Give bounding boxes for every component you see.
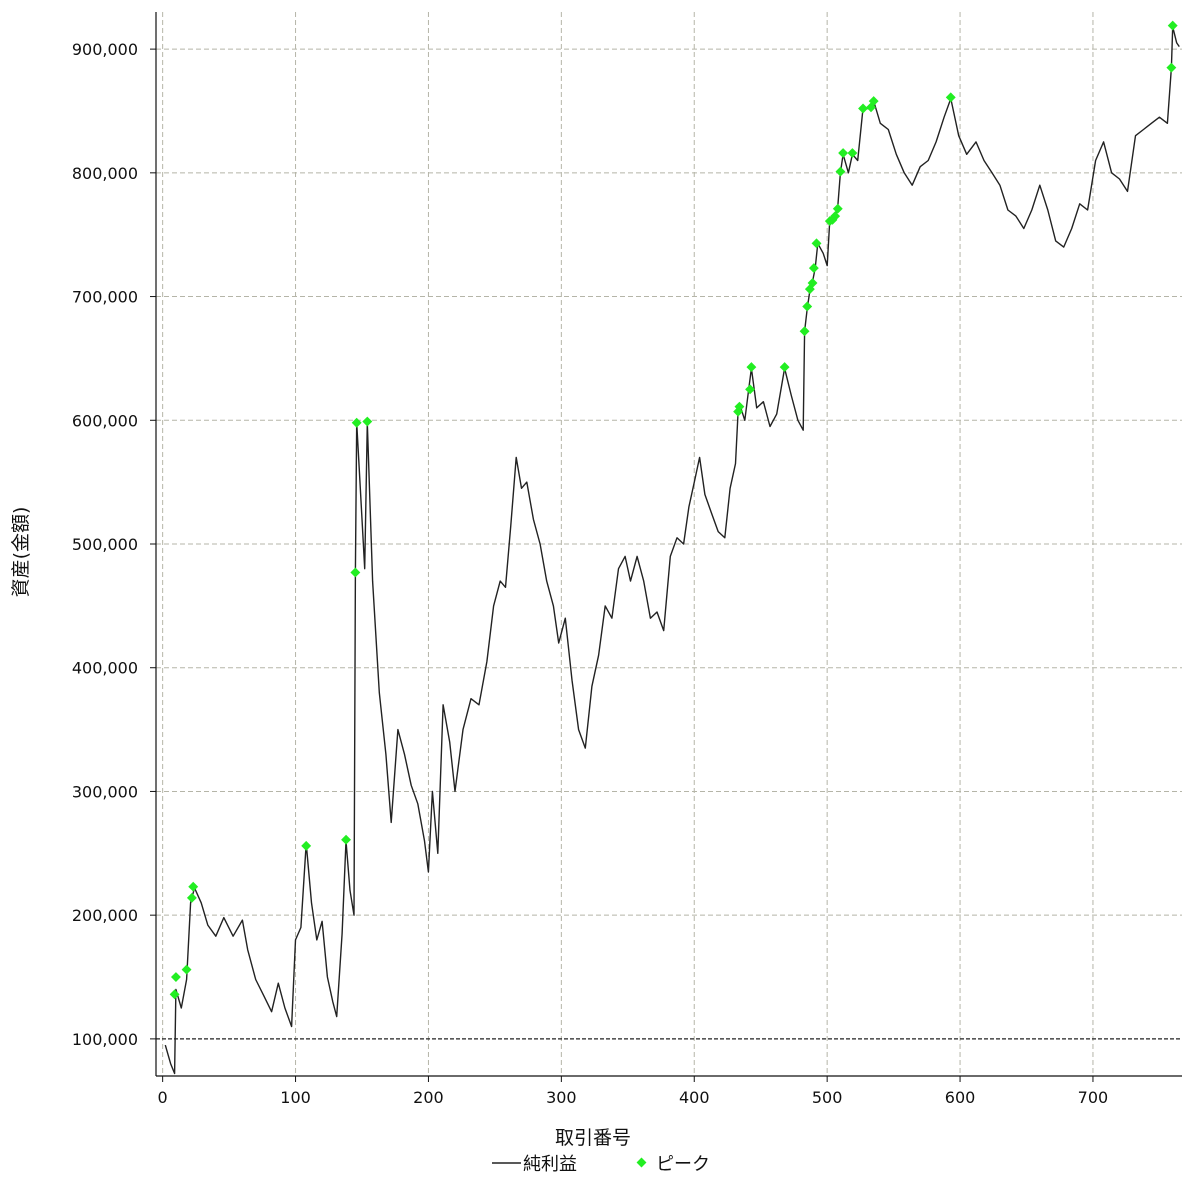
x-tick-label: 300 — [546, 1088, 577, 1107]
x-tick-label: 400 — [679, 1088, 710, 1107]
peak-marker — [301, 840, 312, 851]
peak-marker — [807, 277, 818, 288]
x-tick-label: 200 — [413, 1088, 444, 1107]
peak-markers — [169, 20, 1178, 1000]
y-tick-label: 500,000 — [72, 535, 138, 554]
peak-marker — [350, 567, 361, 578]
peak-marker — [779, 362, 790, 373]
y-tick-label: 700,000 — [72, 288, 138, 307]
tick-labels: 0 100 200 300 400 500 600 700 100,000 200,000 300,… — [72, 40, 1108, 1107]
peak-marker — [188, 881, 199, 892]
peak-marker — [838, 148, 849, 158]
legend-marker-swatch — [636, 1157, 647, 1168]
legend-label-peak: ピーク — [656, 1154, 710, 1175]
peak-marker — [170, 972, 181, 982]
series — [164, 26, 1180, 1075]
peak-marker — [868, 96, 879, 107]
y-tick-label: 100,000 — [72, 1030, 138, 1049]
y-axis-title: 資産(金額) — [10, 507, 32, 598]
peak-marker — [351, 417, 362, 428]
x-tick-label: 100 — [280, 1088, 311, 1107]
x-tick-label: 0 — [158, 1088, 168, 1107]
peak-marker — [811, 238, 822, 249]
peak-marker — [1166, 62, 1177, 73]
y-tick-label: 400,000 — [72, 659, 138, 678]
y-tick-label: 300,000 — [72, 782, 138, 801]
peak-marker — [835, 166, 846, 177]
y-tick-label: 600,000 — [72, 411, 138, 430]
y-tick-label: 800,000 — [72, 164, 138, 183]
peak-marker — [808, 263, 819, 274]
legend: 純利益 ピーク — [492, 1154, 710, 1175]
peak-marker — [341, 834, 351, 845]
grid-lines — [156, 12, 1182, 1076]
peak-marker — [745, 384, 756, 395]
x-tick-label: 700 — [1078, 1088, 1109, 1107]
x-axis-title: 取引番号 — [555, 1127, 631, 1149]
peak-marker — [847, 148, 858, 158]
axes — [150, 12, 1182, 1082]
peak-marker — [858, 103, 868, 114]
peak-marker — [799, 326, 810, 337]
peak-marker — [734, 401, 745, 412]
y-tick-label: 900,000 — [72, 40, 138, 59]
peak-marker — [945, 92, 956, 103]
series-line-profit — [164, 26, 1180, 1075]
peak-marker — [1167, 20, 1178, 31]
peak-marker — [186, 892, 197, 903]
peak-marker — [169, 989, 180, 1000]
peak-marker — [832, 203, 843, 214]
peak-marker — [362, 416, 373, 427]
peak-marker — [746, 362, 757, 373]
peak-marker — [802, 301, 813, 312]
y-tick-label: 200,000 — [72, 906, 138, 925]
peak-marker — [181, 964, 192, 975]
peak-marker — [830, 211, 841, 222]
x-tick-label: 500 — [812, 1088, 843, 1107]
legend-label-profit: 純利益 — [523, 1154, 577, 1175]
x-tick-label: 600 — [945, 1088, 976, 1107]
